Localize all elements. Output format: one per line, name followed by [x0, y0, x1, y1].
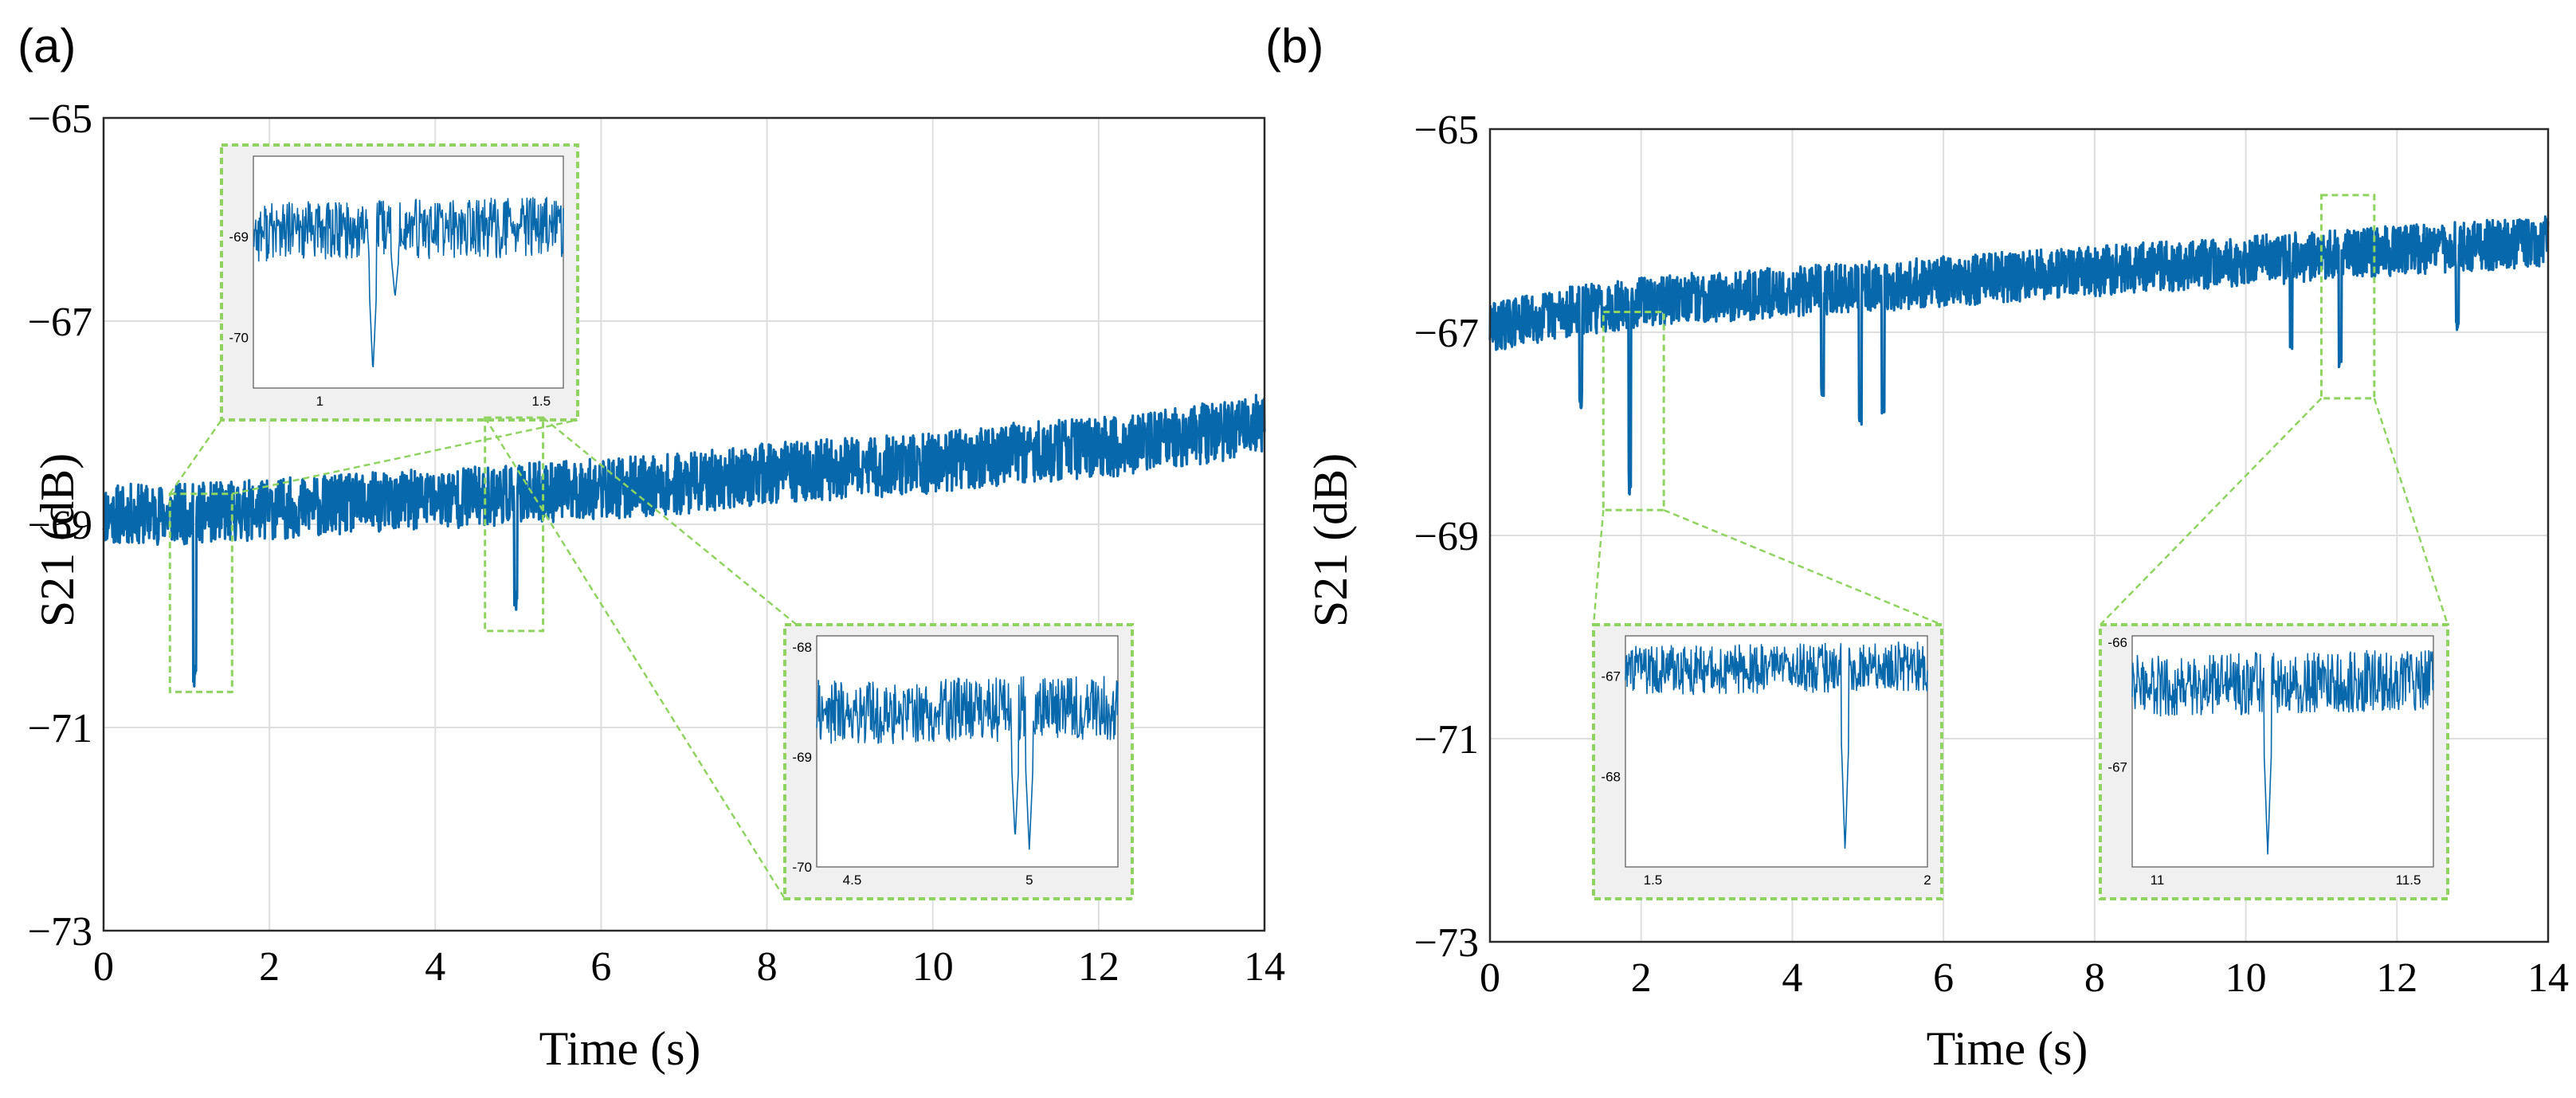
y-tick-label: −69 — [1414, 514, 1479, 559]
inset-y-tick-label: -70 — [229, 331, 249, 346]
y-tick-label: −71 — [28, 706, 92, 751]
panel-label-b: (b) — [1265, 19, 1323, 73]
x-tick-label: 8 — [757, 944, 778, 990]
zoom-connector — [2373, 398, 2449, 625]
inset-b2: 11 11.5 -66 -67 — [2099, 623, 2449, 900]
zoom-connector — [2100, 398, 2323, 625]
zoom-connector — [169, 419, 223, 495]
zoom-region-b1 — [1602, 311, 1665, 512]
inset-axes — [253, 155, 564, 389]
x-tick-label: 10 — [912, 944, 954, 990]
axes-frame-a — [102, 116, 1266, 932]
y-tick-label: −71 — [1414, 717, 1479, 763]
zoom-region-a2 — [484, 416, 545, 633]
panel-a: (a) Time (s) S21 (dB) 0 2 4 6 8 10 12 14 −73 −71… — [18, 19, 1285, 1075]
zoom-region-b2 — [2319, 194, 2376, 400]
x-tick-label: 2 — [259, 944, 280, 990]
x-tick-label: 0 — [1480, 955, 1500, 1001]
panel-b: (b) Time (s) S21 (dB) 0 2 4 6 8 10 12 14 −73 −71… — [1265, 19, 2569, 1075]
x-tick-label: 14 — [2527, 955, 2569, 1001]
x-tick-label: 6 — [590, 944, 611, 990]
y-axis-title-a: S21 (dB) — [31, 453, 84, 627]
inset-y-tick-label: -66 — [2107, 635, 2127, 650]
zoom-connector — [232, 418, 578, 495]
panel-label-a: (a) — [18, 19, 76, 73]
x-tick-labels-a: 0 2 4 6 8 10 12 14 — [93, 944, 1285, 990]
inset-y-tick-label: -68 — [1601, 770, 1621, 785]
inset-series-line — [816, 676, 1119, 850]
x-tick-label: 2 — [1631, 955, 1652, 1001]
x-tick-label: 4 — [1782, 955, 1802, 1001]
x-tick-label: 6 — [1933, 955, 1954, 1001]
x-tick-label: 8 — [2084, 955, 2105, 1001]
zoom-region-a1 — [168, 492, 233, 693]
x-axis-title-b: Time (s) — [1927, 1022, 2088, 1075]
y-tick-label: −69 — [28, 503, 92, 548]
x-tick-labels-b: 0 2 4 6 8 10 12 14 — [1480, 955, 2569, 1001]
inset-y-tick-label: -67 — [1601, 669, 1621, 684]
plot-area-a: 1 1.5 -69 -70 4.5 5 -68 -69 -70 — [102, 116, 1266, 932]
axes-frame-b — [1488, 127, 2550, 943]
inset-series-line — [253, 197, 564, 367]
y-tick-label: −67 — [28, 300, 92, 345]
zoom-connector — [484, 417, 786, 900]
inset-y-tick-label: -68 — [792, 640, 812, 655]
x-tick-label: 12 — [1078, 944, 1119, 990]
inset-a2: 4.5 5 -68 -69 -70 — [783, 623, 1134, 900]
y-tick-label: −73 — [1414, 920, 1479, 966]
x-tick-label: 0 — [93, 944, 114, 990]
inset-series-line — [2131, 649, 2434, 855]
x-tick-label: 10 — [2225, 955, 2267, 1001]
inset-y-tick-label: -70 — [792, 860, 812, 875]
y-tick-label: −65 — [1414, 108, 1479, 153]
y-tick-label: −67 — [1414, 311, 1479, 356]
inset-y-tick-label: -69 — [229, 229, 249, 245]
inset-x-tick-label: 1.5 — [1644, 873, 1663, 888]
inset-y-tick-label: -67 — [2107, 760, 2127, 775]
zoom-connector — [1663, 508, 1943, 626]
zoom-connector — [1592, 510, 1605, 625]
x-tick-label: 4 — [425, 944, 445, 990]
inset-x-tick-label: 1 — [316, 394, 323, 409]
y-tick-labels-b: −73 −71 −69 −67 −65 — [1414, 108, 1479, 966]
inset-x-tick-label: 4.5 — [843, 873, 862, 888]
inset-axes — [816, 635, 1119, 868]
inset-b1: 1.5 2 -67 -68 — [1592, 623, 1943, 900]
y-tick-label: −73 — [28, 909, 92, 955]
y-tick-labels-a: −73 −71 −69 −67 −65 — [28, 96, 92, 955]
x-tick-label: 14 — [1244, 944, 1285, 990]
x-tick-label: 12 — [2376, 955, 2417, 1001]
x-axis-title-a: Time (s) — [539, 1022, 701, 1075]
inset-x-tick-label: 1.5 — [531, 394, 551, 409]
inset-x-tick-label: 5 — [1025, 873, 1033, 888]
series-line-a — [102, 394, 1266, 688]
inset-series-line — [1625, 641, 1928, 849]
y-axis-title-b: S21 (dB) — [1304, 453, 1357, 627]
inset-y-tick-label: -69 — [792, 750, 812, 765]
y-tick-label: −65 — [28, 96, 92, 142]
inset-x-tick-label: 11.5 — [2396, 873, 2421, 888]
plot-area-b: 1.5 2 -67 -68 11 11.5 -66 -67 — [1488, 127, 2550, 943]
series-line-b — [1488, 215, 2550, 496]
inset-a1: 1 1.5 -69 -70 — [220, 143, 579, 422]
inset-x-tick-label: 11 — [2151, 873, 2165, 888]
inset-x-tick-label: 2 — [1923, 873, 1931, 888]
